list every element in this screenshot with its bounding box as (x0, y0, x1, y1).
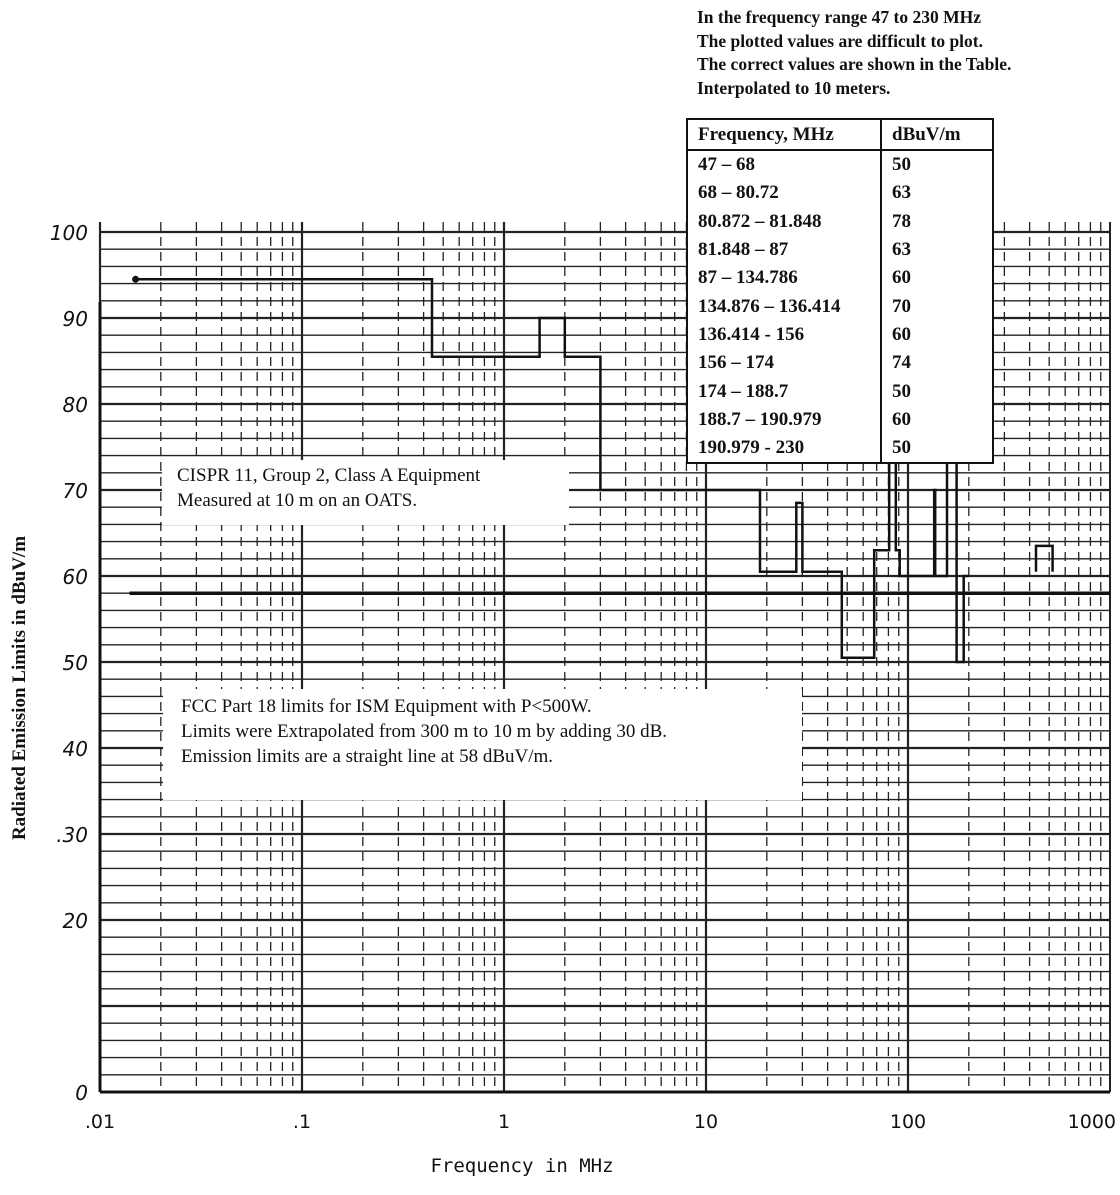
y-tick-label: 90 (63, 307, 88, 331)
table-header-row: Frequency, MHz dBuV/m (686, 118, 994, 151)
x-axis-label: Frequency in MHz (430, 1155, 614, 1177)
table-row: 87 – 134.786 60 (686, 264, 994, 293)
note-line: In the frequency range 47 to 230 MHz (697, 7, 982, 27)
annotation-line: Emission limits are a straight line at 5… (181, 746, 554, 767)
annotation-line: Measured at 10 m on an OATS. (177, 490, 418, 511)
series-line (135, 278, 969, 664)
y-tick-label: .30 (56, 823, 88, 847)
table-cell: 50 (880, 433, 994, 465)
x-tick-label: 1 (498, 1111, 510, 1133)
table-header: dBuV/m (880, 118, 994, 151)
x-tick-label: 1000 (1068, 1111, 1116, 1133)
table-cell: 174 – 188.7 (686, 377, 882, 406)
note-line: The plotted values are difficult to plot… (697, 30, 983, 51)
table-cell: 74 (880, 349, 994, 378)
x-tick-label: 10 (694, 1111, 718, 1133)
y-tick-label: 80 (63, 393, 88, 417)
x-tick-label: .01 (85, 1111, 115, 1133)
x-tick-label: .1 (293, 1111, 311, 1133)
x-tick-label: 100 (890, 1111, 926, 1133)
table-cell: 87 – 134.786 (686, 264, 882, 293)
table-row: 188.7 – 190.979 60 (686, 405, 994, 434)
fcc-annotation: FCC Part 18 limits for ISM Equipment wit… (163, 689, 802, 800)
table-cell: 60 (880, 320, 994, 350)
table-row: 156 – 174 74 (686, 349, 994, 378)
table-row: 136.414 - 156 60 (686, 320, 994, 350)
table-cell: 60 (880, 405, 994, 434)
table-cell: 81.848 – 87 (686, 235, 882, 265)
note-line: Interpolated to 10 meters. (697, 77, 891, 98)
table-row: 68 – 80.72 63 (686, 179, 994, 208)
table-row: 134.876 – 136.414 70 (686, 292, 994, 321)
table-cell: 47 – 68 (686, 150, 882, 180)
table-cell: 68 – 80.72 (686, 179, 882, 208)
table-cell: 63 (880, 179, 994, 208)
series-marker (132, 275, 140, 283)
table-row: 47 – 68 50 (686, 150, 994, 180)
y-tick-label: 50 (63, 651, 88, 675)
table-header: Frequency, MHz (686, 118, 882, 151)
table-cell: 156 – 174 (686, 349, 882, 378)
series-line (1034, 544, 1054, 572)
note-line: The correct values are shown in the Tabl… (697, 54, 1012, 74)
table-row: 80.872 – 81.848 78 (686, 207, 994, 236)
y-tick-label: 70 (63, 479, 88, 503)
table-row: 190.979 - 230 50 (686, 433, 994, 465)
y-axis-label: Radiated Emission Limits in dBuV/m (9, 535, 30, 841)
y-tick-label: 20 (63, 909, 88, 933)
frequency-limits-table: Frequency, MHz dBuV/m 47 – 68 50 68 – 80.… (686, 118, 994, 465)
cispr-annotation: CISPR 11, Group 2, Class A Equipment Mea… (162, 460, 569, 525)
table-row: 174 – 188.7 50 (686, 377, 994, 406)
table-cell: 50 (880, 377, 994, 406)
table-cell: 63 (880, 235, 994, 265)
table-cell: 134.876 – 136.414 (686, 292, 882, 321)
annotation-line: CISPR 11, Group 2, Class A Equipment (177, 465, 481, 486)
table-cell: 70 (880, 292, 994, 321)
table-cell: 188.7 – 190.979 (686, 405, 882, 434)
table-cell: 78 (880, 207, 994, 236)
table-cell: 136.414 - 156 (686, 320, 882, 350)
chart-notes: In the frequency range 47 to 230 MHz The… (697, 6, 1011, 100)
y-tick-label: 0 (75, 1081, 88, 1105)
annotation-line: FCC Part 18 limits for ISM Equipment wit… (181, 696, 592, 717)
annotation-line: Limits were Extrapolated from 300 m to 1… (181, 721, 668, 742)
table-row: 81.848 – 87 63 (686, 235, 994, 265)
y-tick-label: 100 (50, 221, 88, 245)
table-cell: 60 (880, 264, 994, 293)
y-tick-label: 40 (63, 737, 88, 761)
y-tick-label: 60 (63, 565, 88, 589)
table-cell: 190.979 - 230 (686, 433, 882, 465)
table-cell: 80.872 – 81.848 (686, 207, 882, 236)
table-cell: 50 (880, 150, 994, 180)
